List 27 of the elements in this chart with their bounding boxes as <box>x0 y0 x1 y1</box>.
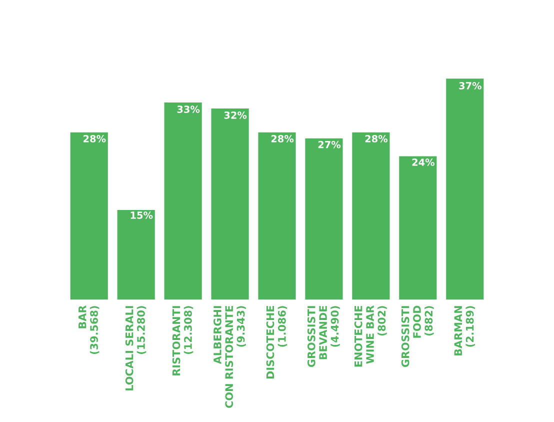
bar <box>305 138 343 300</box>
bar <box>399 156 437 300</box>
data-label: 24% <box>412 158 435 166</box>
data-label: 37% <box>459 82 482 90</box>
x-tick-label: BARMAN (2.189) <box>454 306 475 356</box>
data-label: 28% <box>271 135 294 142</box>
bar <box>446 78 484 300</box>
x-tick-label: BAR (39.568) <box>78 305 100 354</box>
data-label: 28% <box>365 135 388 142</box>
bar <box>352 132 390 300</box>
bar <box>258 132 296 300</box>
bar <box>164 102 202 300</box>
bar <box>117 210 155 300</box>
x-tick-label: LOCALI SERALI (15.280) <box>125 306 146 390</box>
x-tick-label: RISTORANTI (12.308) <box>172 306 194 376</box>
data-label: 33% <box>177 106 200 113</box>
x-tick-label: GROSSISTI FOOD (882) <box>401 306 434 367</box>
data-label: 27% <box>318 140 341 148</box>
data-label: 32% <box>224 111 247 119</box>
bar <box>211 108 249 300</box>
x-tick-label: ALBERGHI CON RISTORANTE (9.343) <box>214 306 246 408</box>
data-label: 28% <box>84 135 106 142</box>
bar <box>70 132 108 300</box>
data-label: 15% <box>130 212 153 219</box>
x-tick-label: GROSSISTI BEVANDE (4.490) <box>307 306 340 367</box>
x-tick-label: ENOTECHE WINE BAR (802) <box>354 305 387 367</box>
x-tick-label: DISCOTECHE (1.086) <box>266 306 288 378</box>
